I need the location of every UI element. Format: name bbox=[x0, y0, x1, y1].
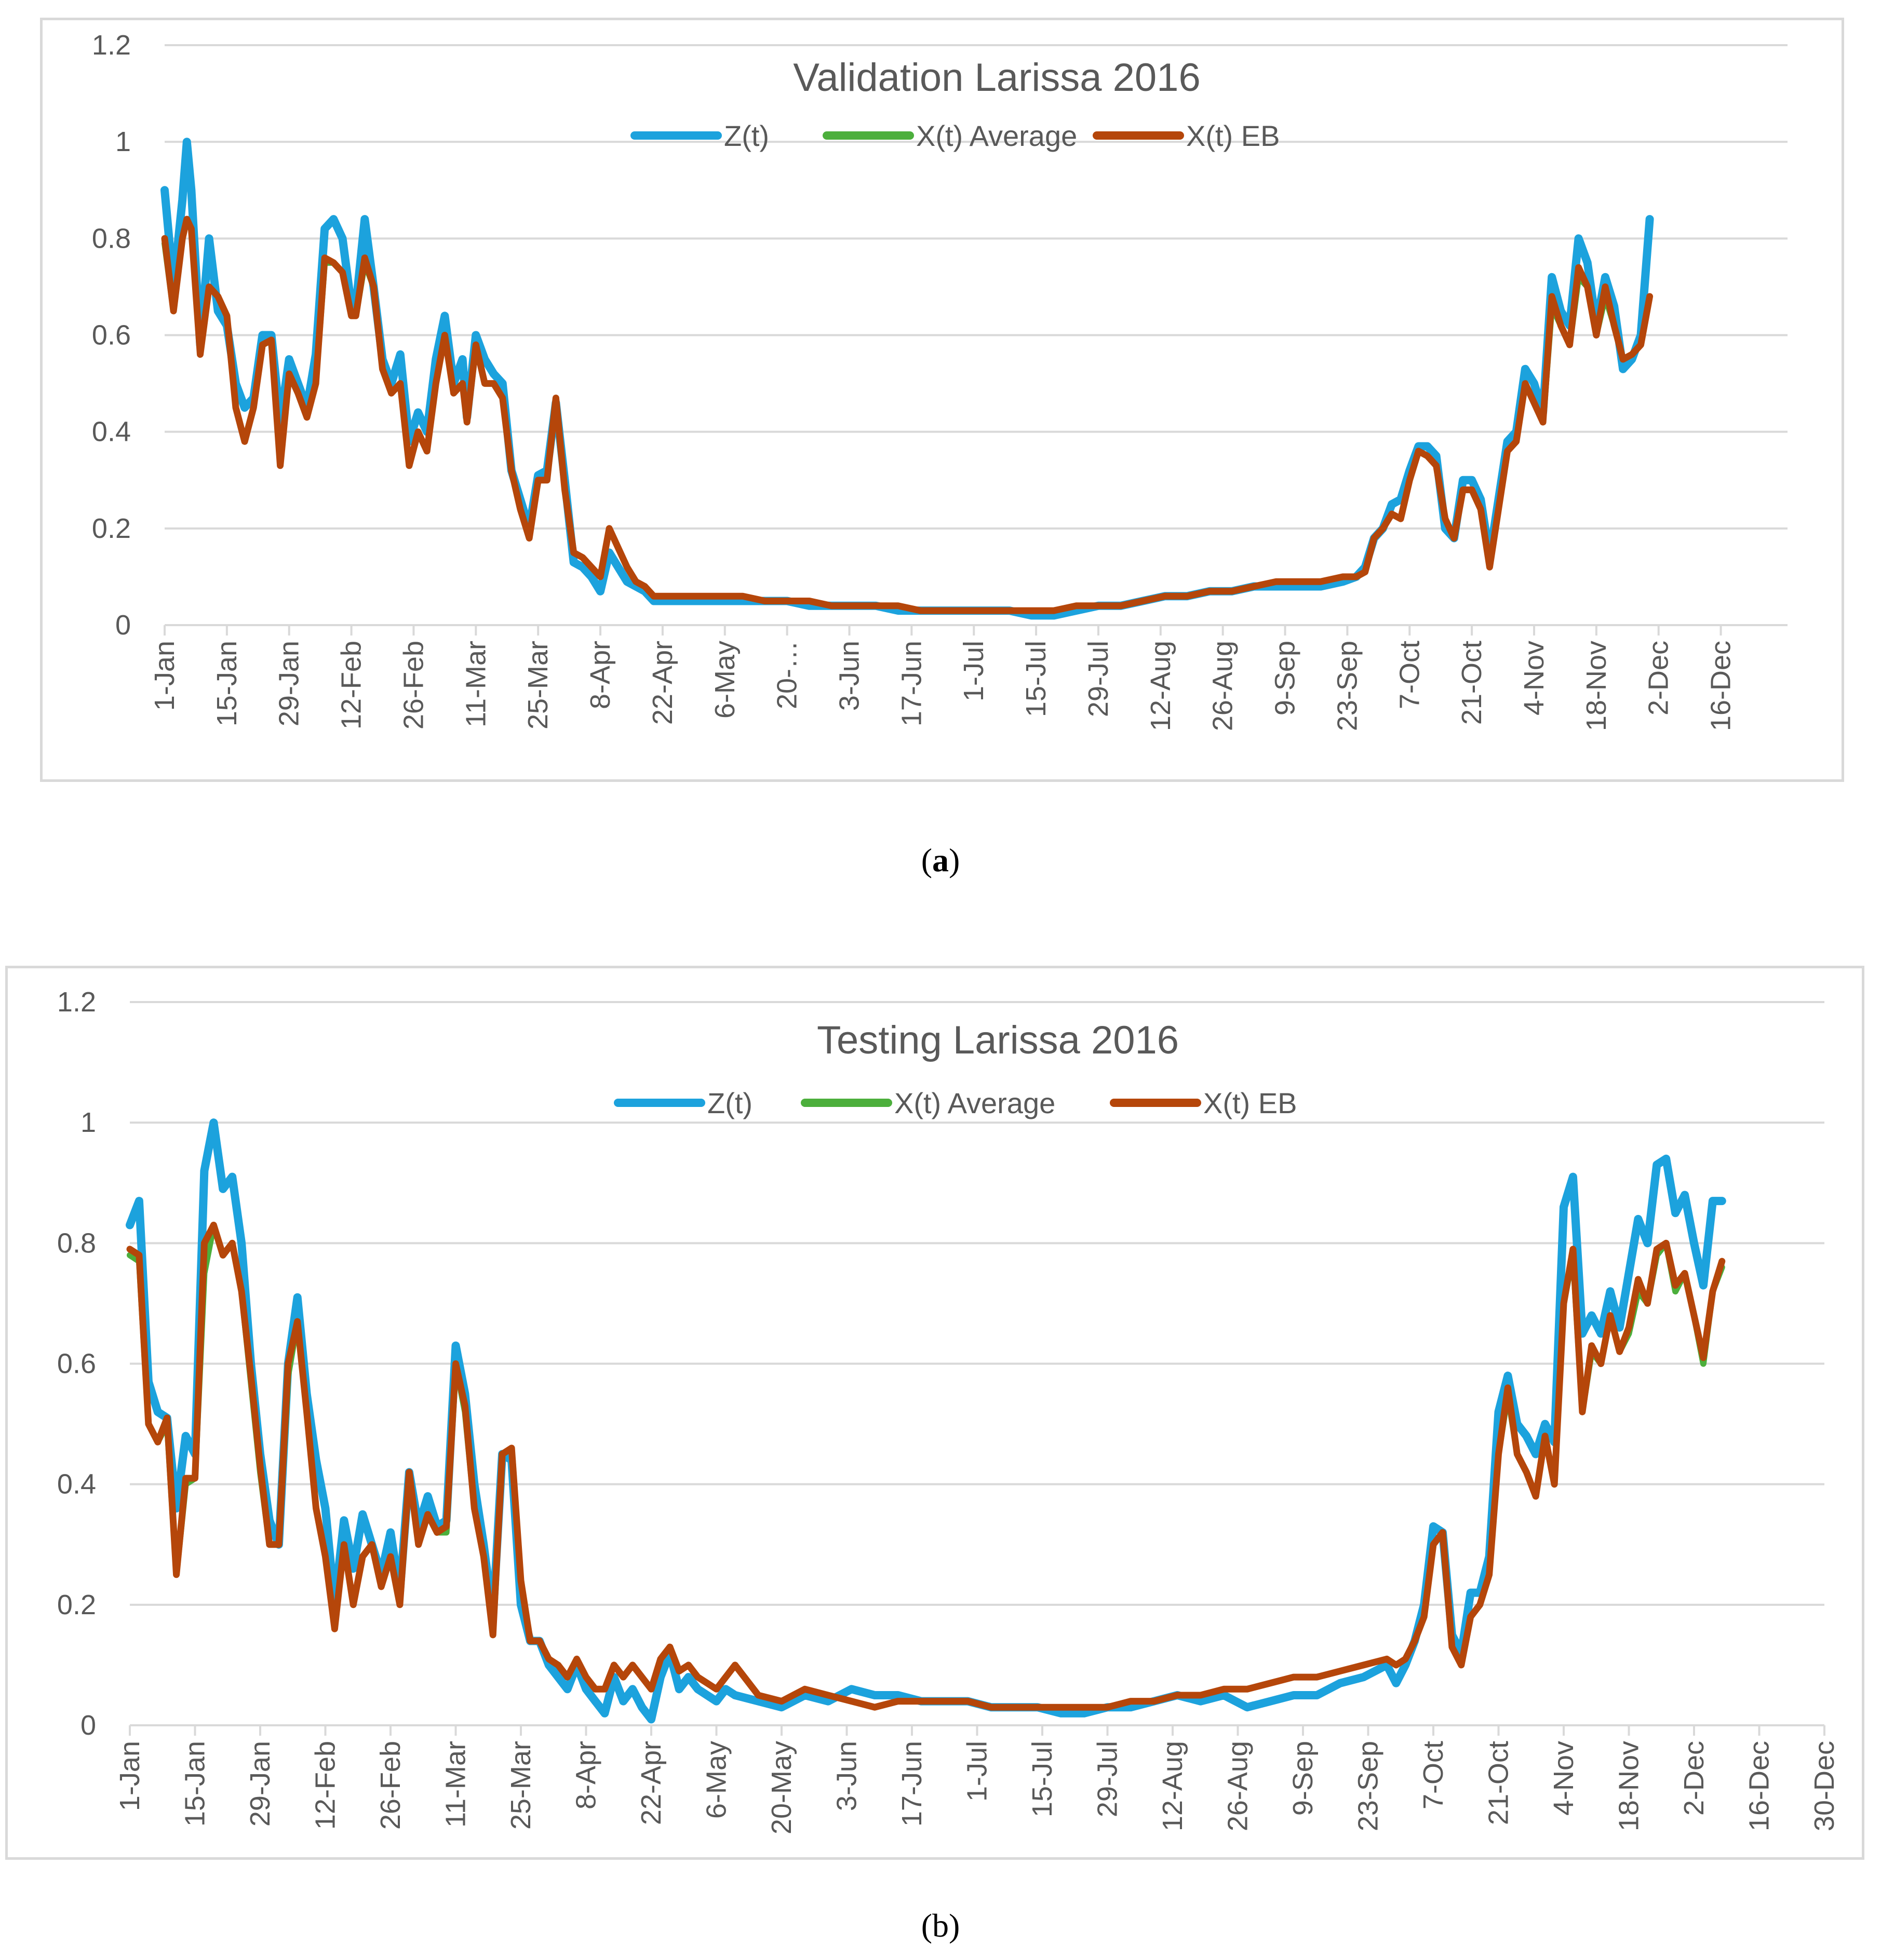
x-tick-label: 8-Apr bbox=[571, 1741, 602, 1809]
y-tick-label: 0.2 bbox=[57, 1589, 96, 1620]
x-tick-label: 15-Jul bbox=[1027, 1741, 1058, 1817]
x-tick-label: 11-Mar bbox=[440, 1741, 472, 1828]
x-tick-label: 2-Dec bbox=[1678, 1741, 1710, 1816]
series-line-avg bbox=[162, 216, 1653, 614]
series-line-eb bbox=[126, 1222, 1726, 1711]
caption-b-letter: b bbox=[932, 1907, 949, 1944]
series-line-z bbox=[160, 138, 1654, 620]
series-line-avg bbox=[127, 1222, 1725, 1711]
x-tick-label: 12-Aug bbox=[1145, 641, 1176, 731]
x-tick-label: 26-Aug bbox=[1207, 641, 1239, 731]
x-tick-label: 9-Sep bbox=[1270, 641, 1301, 715]
legend-label-eb: X(t) EB bbox=[1203, 1087, 1297, 1119]
x-tick-label: 11-Mar bbox=[460, 641, 491, 727]
x-tick-label: 8-Apr bbox=[585, 641, 616, 709]
chart-b-svg: 0 0.2 0.4 0.6 0.8 1 1.2 1-Jan 15-Jan 29-Jan 12-Feb… bbox=[57, 986, 1840, 1834]
chart-panel-a: 0 0.2 0.4 0.6 0.8 1 1.2 1-Jan 15-Jan 29-Jan 12-Feb… bbox=[40, 18, 1844, 782]
x-tick-label: 1-Jul bbox=[962, 1741, 993, 1802]
x-tick-label: 15-Jul bbox=[1020, 641, 1052, 717]
x-tick-label: 3-Jun bbox=[831, 1741, 863, 1811]
legend-label-z: Z(t) bbox=[707, 1087, 753, 1119]
x-tick-label: 7-Oct bbox=[1394, 641, 1425, 709]
x-tick-label: 1-Jan bbox=[149, 641, 180, 711]
x-tick-label: 6-May bbox=[701, 1741, 732, 1819]
x-tick-label: 21-Oct bbox=[1483, 1741, 1514, 1825]
x-tick-label: 9-Sep bbox=[1287, 1741, 1319, 1816]
y-tick-label: 0 bbox=[80, 1710, 96, 1741]
x-tick-label: 22-Apr bbox=[647, 641, 678, 725]
series-line-z bbox=[126, 1118, 1726, 1724]
x-tick-label: 29-Jan bbox=[245, 1741, 276, 1827]
x-tick-label: 26-Feb bbox=[375, 1741, 406, 1830]
caption-b: (b) bbox=[921, 1907, 960, 1944]
x-tick-label: 15-Jan bbox=[180, 1741, 211, 1827]
caption-a: (a) bbox=[921, 842, 960, 878]
x-tick-label: 7-Oct bbox=[1418, 1741, 1449, 1809]
y-tick-label: 0.6 bbox=[92, 320, 131, 351]
x-tick-label: 2-Dec bbox=[1643, 641, 1674, 715]
x-tick-label: 26-Aug bbox=[1222, 1741, 1254, 1831]
x-tick-label: 29-Jul bbox=[1092, 1741, 1123, 1817]
x-tick-label: 6-May bbox=[709, 641, 741, 719]
x-tick-label: 17-Jun bbox=[896, 641, 927, 726]
x-tick-label: 20-… bbox=[772, 641, 803, 709]
x-tick-label: 12-Aug bbox=[1157, 1741, 1188, 1831]
series-line-eb bbox=[161, 215, 1654, 614]
x-tick-label: 29-Jul bbox=[1083, 641, 1114, 717]
x-tick-label: 18-Nov bbox=[1581, 641, 1612, 731]
x-tick-label: 1-Jul bbox=[958, 641, 989, 701]
chart-panel-b: 0 0.2 0.4 0.6 0.8 1 1.2 1-Jan 15-Jan 29-Jan 12-Feb… bbox=[5, 966, 1864, 1860]
legend-label-avg: X(t) Average bbox=[894, 1087, 1055, 1119]
y-tick-label: 1.2 bbox=[92, 30, 131, 61]
y-tick-label: 0.8 bbox=[57, 1227, 96, 1259]
x-tick-label: 21-Oct bbox=[1456, 641, 1487, 725]
x-tick-label: 12-Feb bbox=[336, 641, 367, 729]
x-tick-label: 15-Jan bbox=[211, 641, 243, 726]
y-tick-label: 1 bbox=[80, 1107, 96, 1138]
x-tick-label: 3-Jun bbox=[834, 641, 865, 711]
chart-title: Validation Larissa 2016 bbox=[793, 56, 1200, 100]
x-tick-label: 22-Apr bbox=[636, 1741, 667, 1825]
y-tick-label: 0.6 bbox=[57, 1348, 96, 1380]
caption-a-letter: a bbox=[932, 842, 949, 878]
x-tick-label: 17-Jun bbox=[896, 1741, 928, 1827]
legend-label-z: Z(t) bbox=[724, 119, 769, 152]
x-tick-label: 16-Dec bbox=[1705, 641, 1737, 731]
x-tick-label: 23-Sep bbox=[1332, 641, 1363, 731]
y-tick-label: 0.8 bbox=[92, 223, 131, 254]
y-tick-label: 0 bbox=[115, 610, 131, 641]
chart-title: Testing Larissa 2016 bbox=[817, 1018, 1179, 1062]
chart-a-svg: 0 0.2 0.4 0.6 0.8 1 1.2 1-Jan 15-Jan 29-Jan 12-Feb… bbox=[92, 30, 1788, 731]
x-tick-label: 25-Mar bbox=[522, 641, 554, 729]
x-tick-label: 23-Sep bbox=[1353, 1741, 1384, 1831]
y-tick-label: 1.2 bbox=[57, 986, 96, 1018]
x-tick-label: 1-Jan bbox=[114, 1741, 145, 1811]
x-tick-label: 4-Nov bbox=[1519, 641, 1550, 715]
x-tick-label: 16-Dec bbox=[1744, 1741, 1775, 1831]
x-tick-label: 26-Feb bbox=[398, 641, 429, 729]
x-tick-label: 18-Nov bbox=[1614, 1741, 1645, 1831]
x-tick-label: 29-Jan bbox=[274, 641, 305, 726]
x-tick-label: 20-May bbox=[766, 1741, 797, 1834]
y-tick-label: 0.4 bbox=[92, 416, 131, 448]
x-tick-label: 4-Nov bbox=[1548, 1741, 1579, 1816]
legend-label-avg: X(t) Average bbox=[916, 119, 1077, 152]
x-tick-label: 30-Dec bbox=[1809, 1741, 1840, 1831]
legend-label-eb: X(t) EB bbox=[1186, 119, 1280, 152]
x-tick-label: 25-Mar bbox=[505, 1741, 536, 1830]
y-tick-label: 0.4 bbox=[57, 1469, 96, 1500]
y-tick-label: 1 bbox=[115, 126, 131, 157]
y-tick-label: 0.2 bbox=[92, 513, 131, 544]
x-tick-label: 12-Feb bbox=[310, 1741, 341, 1830]
